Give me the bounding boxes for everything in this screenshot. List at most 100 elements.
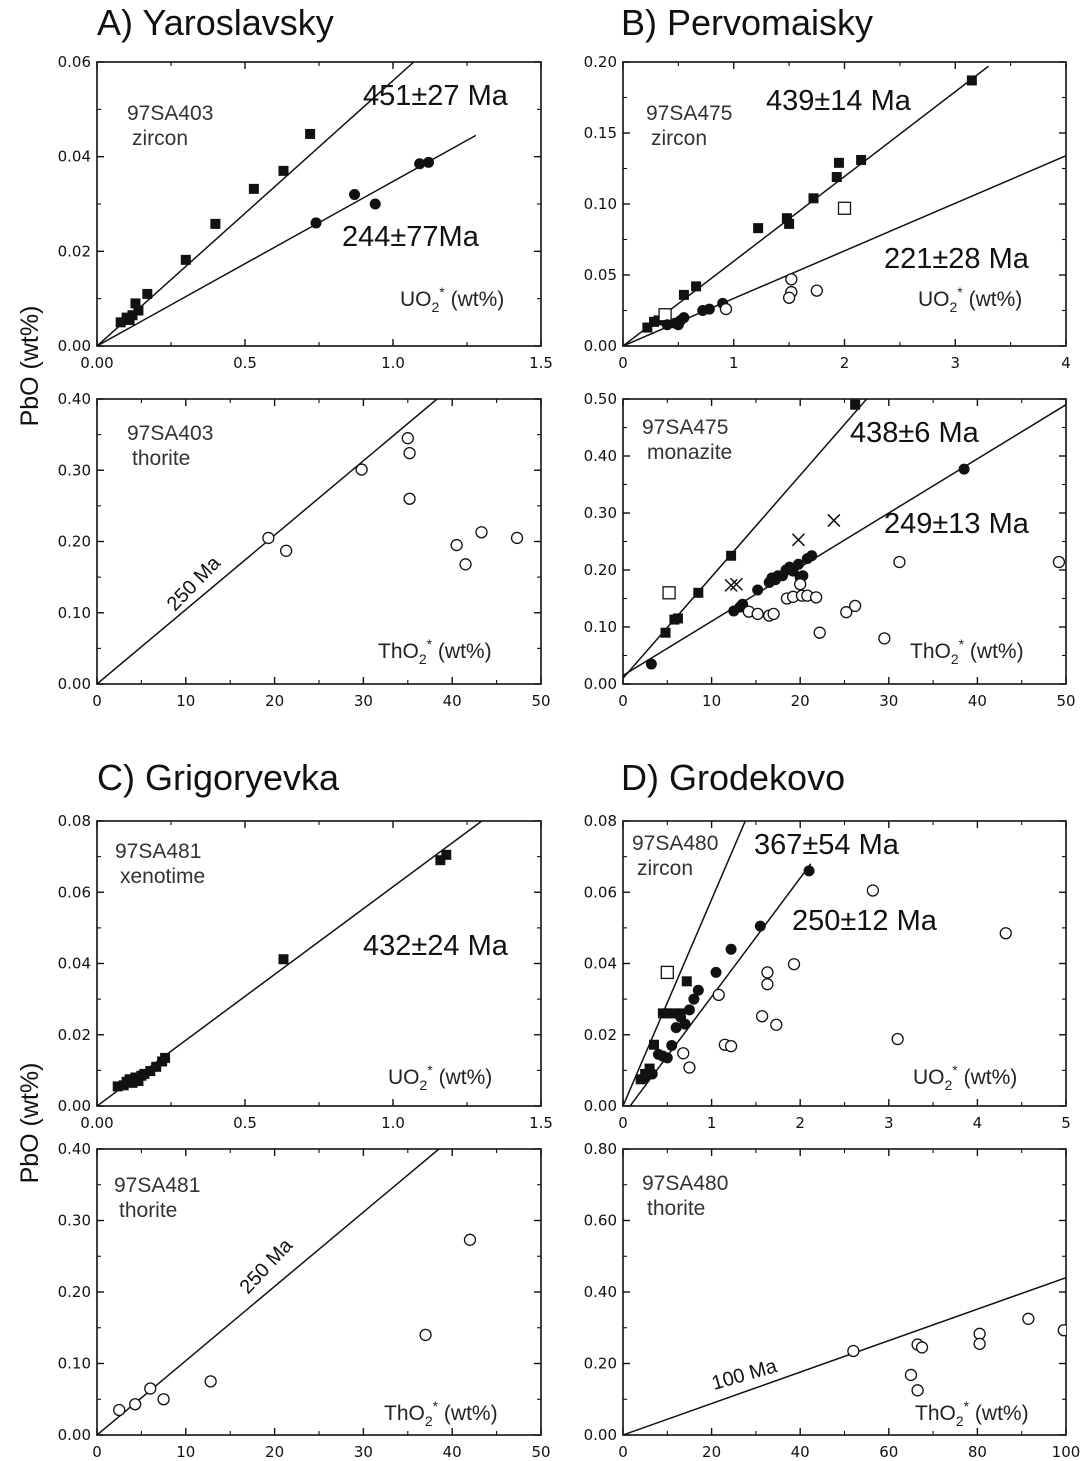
x-tick-label: 0 — [618, 1443, 628, 1461]
data-point-open-circle — [847, 1344, 860, 1358]
x-tick-label: 4 — [973, 1114, 983, 1132]
data-point-filled-square — [856, 154, 867, 165]
sample-id: 97SA403 — [127, 102, 213, 125]
data-point-filled-square — [160, 1052, 171, 1063]
x-tick-label: 20 — [702, 1443, 721, 1461]
data-point-filled-square — [127, 1077, 138, 1088]
panel-title-c: C) Grigoryevka — [97, 757, 340, 798]
data-point-open-circle — [891, 1032, 904, 1046]
y-tick-label: 0.00 — [584, 337, 617, 355]
mineral-name: monazite — [647, 441, 732, 464]
data-point-filled-square — [112, 1081, 123, 1092]
y-tick-label: 0.80 — [584, 1140, 617, 1158]
x-axis-label: UO2* (wt%) — [918, 284, 1022, 315]
data-point-filled-square — [133, 305, 144, 316]
x-tick-label: 40 — [791, 1443, 810, 1461]
x-axis-label: ThO2* (wt%) — [378, 636, 492, 667]
x-tick-label: 0 — [618, 1114, 628, 1132]
data-point-open-circle — [719, 302, 733, 316]
y-tick-label: 0.15 — [584, 124, 617, 142]
data-point-open-circle — [677, 1047, 690, 1060]
scatter-panel-C-U: 0.00 0.5 1.0 1.5 0.00 0.02 0.04 0.06 0.08 97SA481… — [58, 812, 553, 1132]
x-tick-label: 50 — [531, 1443, 550, 1461]
y-tick-label: 0.40 — [58, 1140, 91, 1158]
panel-title-b: B) Pervomaisky — [621, 2, 873, 43]
x-tick-label: 0 — [618, 692, 628, 710]
y-tick-label: 0.40 — [584, 447, 617, 465]
x-tick-label: 3 — [950, 354, 960, 372]
age-annotation: 439±14 Ma — [766, 85, 912, 117]
data-point-open-circle — [129, 1398, 142, 1411]
y-tick-label: 0.20 — [58, 533, 91, 551]
x-tick-label: 20 — [791, 692, 810, 710]
x-tick-label: 50 — [1056, 692, 1075, 710]
data-point-open-circle — [767, 607, 780, 621]
data-point-filled-circle — [423, 156, 435, 168]
y-tick-label: 0.50 — [584, 390, 617, 408]
data-point-filled-square — [966, 75, 977, 86]
data-point-filled-square — [142, 288, 153, 299]
data-point-filled-circle — [646, 1068, 658, 1080]
data-point-open-circle — [204, 1375, 217, 1388]
x-tick-label: 0.5 — [233, 354, 257, 372]
panel-title-d: D) Grodekovo — [621, 757, 845, 798]
data-point-filled-circle — [803, 865, 815, 877]
data-point-filled-circle — [349, 189, 361, 201]
y-tick-label: 0.20 — [584, 53, 617, 71]
y-tick-label: 0.30 — [58, 461, 91, 479]
y-tick-label: 0.02 — [58, 1026, 91, 1044]
data-point-filled-square — [649, 1039, 660, 1050]
age-annotation: 221±28 Ma — [884, 243, 1030, 275]
y-tick-label: 0.40 — [584, 1283, 617, 1301]
y-tick-label: 0.08 — [58, 812, 91, 830]
data-point-open-circle — [459, 558, 472, 571]
data-point-filled-circle — [703, 303, 715, 315]
data-point-filled-circle — [670, 1022, 682, 1034]
y-tick-label: 0.10 — [584, 618, 617, 636]
data-point-filled-circle — [678, 312, 690, 324]
x-tick-label: 100 — [1052, 1443, 1081, 1461]
data-point-filled-square — [781, 213, 792, 224]
data-point-open-circle — [463, 1233, 477, 1246]
data-point-open-circle — [751, 607, 764, 621]
data-point-filled-square — [130, 298, 141, 309]
y-tick-label: 0.40 — [58, 390, 91, 408]
x-tick-label: 0 — [92, 1443, 102, 1461]
age-annotation: 249±13 Ma — [884, 508, 1030, 540]
data-point-open-circle — [904, 1368, 918, 1382]
y-tick-label: 0.04 — [58, 955, 91, 973]
data-point-open-circle — [809, 591, 823, 604]
data-point-open-circle — [866, 884, 880, 897]
data-point-filled-circle — [806, 550, 818, 562]
data-point-open-square — [662, 586, 676, 600]
sample-id: 97SA480 — [642, 1172, 728, 1195]
y-tick-label: 0.30 — [584, 504, 617, 522]
data-point-open-square — [658, 308, 672, 322]
data-point-open-circle — [401, 432, 414, 445]
data-point-open-circle — [419, 1328, 432, 1342]
y-tick-label: 0.02 — [58, 242, 91, 260]
y-tick-label: 0.04 — [584, 955, 617, 973]
data-point-open-circle — [1052, 555, 1066, 569]
reference-line-label: 100 Ma — [709, 1355, 780, 1395]
y-tick-label: 0.10 — [58, 1355, 91, 1373]
y-tick-label: 0.00 — [58, 1426, 91, 1444]
mineral-name: xenotime — [120, 865, 205, 888]
regression-line — [629, 863, 812, 1106]
reference-line-label: 250 Ma — [236, 1234, 298, 1298]
x-tick-label: 60 — [879, 1443, 898, 1461]
regression-line — [623, 1276, 1066, 1435]
data-point-open-circle — [999, 927, 1012, 940]
data-point-open-circle — [157, 1393, 170, 1406]
data-point-open-circle — [450, 538, 463, 552]
x-tick-label: 3 — [884, 1114, 894, 1132]
x-tick-label: 10 — [176, 1443, 195, 1461]
data-point-open-circle — [840, 606, 853, 619]
mineral-name: thorite — [647, 1197, 705, 1220]
data-point-open-circle — [785, 273, 798, 286]
data-point-open-circle — [403, 492, 416, 505]
data-point-filled-circle — [369, 198, 381, 210]
regression-line — [97, 134, 477, 346]
data-point-filled-square — [726, 550, 737, 561]
